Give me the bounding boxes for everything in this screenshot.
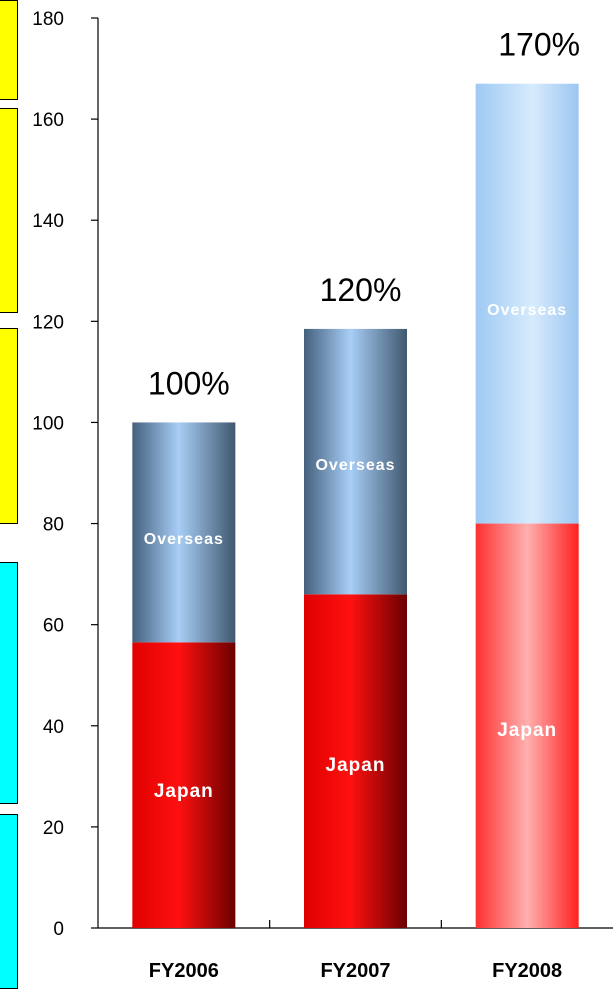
y-tick-label: 180 [32,9,64,30]
bar-japan-fy2007 [304,594,407,928]
bar-japan-fy2006 [132,642,236,928]
bar-overseas-fy2007 [304,328,407,595]
y-tick-label: 40 [43,717,64,738]
bar-overseas-fy2008 [475,83,579,524]
overseas-segment-label: Overseas [487,302,567,319]
axes: 0 20 40 60 80 100 120 140 160 180 [32,9,613,940]
x-category-label: FY2006 [149,960,219,982]
y-tick-label: 80 [43,515,64,536]
bar-japan-fy2008 [475,523,579,928]
japan-segment-label: Japan [497,720,557,741]
overseas-segment-label: Overseas [315,457,395,474]
side-panel-yellow-3 [0,328,18,524]
bar-overseas-fy2006 [132,422,236,643]
y-tick-label: 140 [32,211,64,232]
side-panel-yellow-2 [0,108,18,313]
labels: Japan Overseas 100% FY2006 Japan Overseas 120%… [144,27,580,982]
side-panel-yellow-1 [0,0,18,100]
y-tick-label: 0 [53,919,64,940]
y-tick-label: 20 [43,818,64,839]
total-label-fy2008: 170% [498,27,580,63]
x-category-label: FY2007 [320,960,390,982]
japan-segment-label: Japan [154,781,214,802]
y-tick-label: 120 [32,312,64,333]
y-tick-label: 60 [43,616,64,637]
x-category-label: FY2008 [492,960,562,982]
japan-segment-label: Japan [326,755,386,776]
y-tick-label: 160 [32,110,64,131]
side-panel-cyan-1 [0,562,18,804]
total-label-fy2007: 120% [320,272,402,308]
y-tick-label: 100 [32,413,64,434]
overseas-segment-label: Overseas [144,531,224,548]
bars [132,83,579,928]
total-label-fy2006: 100% [148,365,230,401]
